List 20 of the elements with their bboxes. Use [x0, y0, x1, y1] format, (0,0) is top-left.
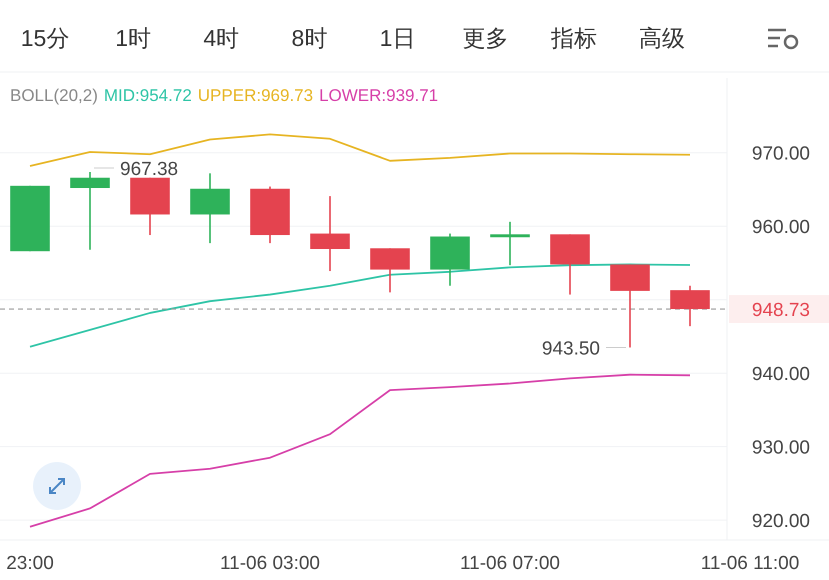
legend-title: BOLL(20,2)	[10, 86, 98, 105]
x-tick-label: 23:00	[6, 553, 54, 574]
annotation: 943.50	[542, 338, 600, 360]
annotation: 967.38	[120, 159, 178, 180]
x-tick-label: 11-06 11:00	[700, 553, 800, 574]
text: LOWER:939.71	[319, 86, 438, 105]
text: MID:954.72	[104, 86, 192, 105]
series-label: UPPER:969.73	[198, 86, 314, 105]
x-tick-label: 11-06 03:00	[220, 553, 320, 574]
tabs: 15分 1时 4时 8时 1日 更多 指标 高级	[20, 25, 685, 51]
y-tick-label: 960.00	[752, 217, 810, 238]
x-tick-label: 11-06 07:00	[460, 553, 560, 574]
y-tick-label: 930.00	[752, 438, 810, 459]
line-series	[29, 374, 691, 528]
candlestick	[490, 221, 530, 266]
y-tick-label: 920.00	[752, 511, 810, 532]
y-tick-label: 970.00	[752, 144, 810, 165]
candlestick	[70, 171, 110, 251]
ref-line-label: 948.73	[752, 300, 810, 322]
y-tick-label: 940.00	[752, 364, 810, 386]
